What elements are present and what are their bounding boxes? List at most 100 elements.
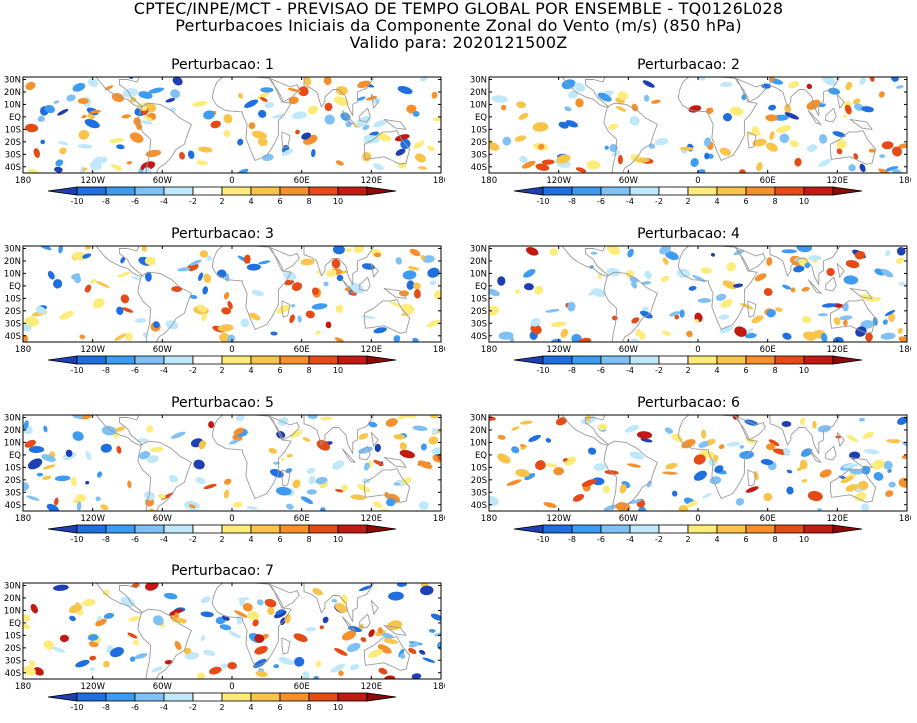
x-tick-label: 120W — [80, 176, 105, 186]
colorbar-segment — [308, 186, 339, 196]
perturbation-cell — [210, 120, 221, 129]
perturbation-cell — [611, 150, 621, 157]
perturbation-cell — [395, 148, 406, 156]
colorbar-segment — [76, 186, 107, 196]
perturbation-cell — [516, 101, 527, 109]
panel-map: 30N 20N 10N EQ 10S 20S 30S 40S 180 120W 60W 0 60E 120… — [470, 413, 911, 544]
y-tick-label: 10S — [5, 631, 21, 641]
colorbar-label: -10 — [536, 197, 549, 206]
perturbation-cell — [349, 664, 360, 671]
colorbar-label: -6 — [131, 366, 139, 375]
y-tick-label: 20S — [5, 644, 21, 654]
perturbation-cell — [662, 471, 678, 475]
colorbar-segment — [658, 524, 689, 534]
perturbation-cell — [627, 463, 642, 468]
perturbation-cell — [765, 114, 778, 122]
perturbation-cell — [741, 93, 747, 101]
perturbation-cell — [246, 506, 258, 510]
perturbation-cell — [39, 246, 52, 251]
perturbation-cell — [769, 131, 775, 140]
x-tick-label: 0 — [229, 514, 234, 524]
perturbation-cell — [208, 421, 215, 429]
perturbation-cell — [316, 439, 330, 451]
perturbation-cell — [97, 615, 102, 621]
colorbar-label: -10 — [70, 703, 83, 712]
perturbation-cell — [25, 81, 36, 91]
perturbation-cell — [397, 86, 413, 95]
panel-5: Perturbacao: 5 30N 20N 10N EQ 10S 20S 30S 40S 18… — [0, 395, 445, 555]
perturbation-cell — [360, 637, 367, 643]
perturbation-cell — [151, 666, 163, 673]
x-tick-label: 60W — [153, 682, 173, 692]
perturbation-cell — [854, 492, 867, 502]
perturbation-cell — [751, 315, 764, 324]
y-tick-label: 20N — [4, 257, 21, 267]
perturbation-cell — [334, 603, 348, 613]
perturbation-cell — [497, 434, 506, 440]
perturbation-cell — [334, 647, 348, 656]
colorbar-label: -4 — [626, 366, 634, 375]
coastline — [603, 102, 658, 173]
perturbation-cell — [77, 143, 93, 149]
coastline — [363, 130, 411, 165]
colorbar-segment — [337, 186, 368, 196]
perturbation-cell — [631, 281, 638, 289]
perturbation-cell — [882, 319, 888, 325]
perturbation-cell — [127, 480, 132, 489]
perturbation-cell — [710, 252, 716, 257]
perturbation-cell — [286, 454, 293, 458]
perturbation-cell — [144, 491, 155, 501]
perturbation-cell — [700, 267, 712, 274]
colorbar-segment — [366, 186, 397, 196]
x-tick-label: 180 — [15, 682, 31, 692]
perturbation-cell — [662, 257, 669, 265]
perturbation-cell — [75, 659, 90, 668]
perturbation-cell — [535, 163, 550, 171]
perturbation-cell — [818, 134, 828, 144]
colorbar-label: 10 — [333, 366, 343, 375]
perturbation-cell — [896, 247, 906, 256]
perturbation-cell — [523, 283, 534, 291]
perturbation-cell — [766, 142, 778, 152]
perturbation-cell — [530, 318, 541, 327]
perturbation-cell — [187, 150, 195, 159]
colorbar-label: 6 — [277, 703, 282, 712]
colorbar-label: -6 — [597, 197, 605, 206]
perturbation-cell — [804, 262, 811, 269]
perturbation-cell — [434, 632, 441, 637]
y-tick-label: 30N — [470, 244, 487, 254]
colorbar-segment — [774, 524, 805, 534]
y-tick-label: 30S — [471, 319, 487, 329]
perturbation-cell — [697, 298, 712, 303]
y-tick-label: 30S — [471, 150, 487, 160]
y-tick-label: 10N — [4, 438, 21, 448]
y-tick-label: EQ — [475, 451, 487, 461]
perturbation-cell — [255, 670, 268, 678]
coastline — [383, 624, 407, 636]
coastline — [36, 246, 144, 277]
perturbation-cell — [629, 451, 645, 460]
colorbar-segment — [745, 524, 776, 534]
colorbar-label: 8 — [306, 535, 311, 544]
perturbation-cell — [319, 625, 324, 630]
y-tick-label: 20N — [470, 88, 487, 98]
panel-1: Perturbacao: 1 30N 20N 10N EQ 10S 20S 30S 40S 18… — [0, 57, 445, 217]
perturbation-cell — [196, 304, 207, 313]
perturbation-cell — [157, 493, 166, 499]
perturbation-cell — [858, 417, 865, 422]
coastline — [829, 130, 877, 165]
colorbar: -10 -8 -6 -4 -2 2 4 6 8 10 — [513, 355, 863, 375]
perturbation-cell — [845, 484, 859, 492]
colorbar: -10 -8 -6 -4 -2 2 4 6 8 10 — [513, 524, 863, 544]
perturbation-cell — [636, 431, 653, 439]
perturbation-cell — [302, 671, 310, 679]
perturbation-cell — [598, 423, 607, 431]
perturbation-cell — [518, 112, 529, 120]
colorbar-segment — [192, 692, 223, 702]
colorbar-segment — [542, 524, 573, 534]
perturbation-cell — [654, 138, 669, 146]
colorbar-segment — [279, 186, 310, 196]
perturbation-cell — [627, 499, 642, 504]
x-tick-label: 180 — [481, 514, 497, 524]
colorbar: -10 -8 -6 -4 -2 2 4 6 8 10 — [47, 524, 397, 544]
